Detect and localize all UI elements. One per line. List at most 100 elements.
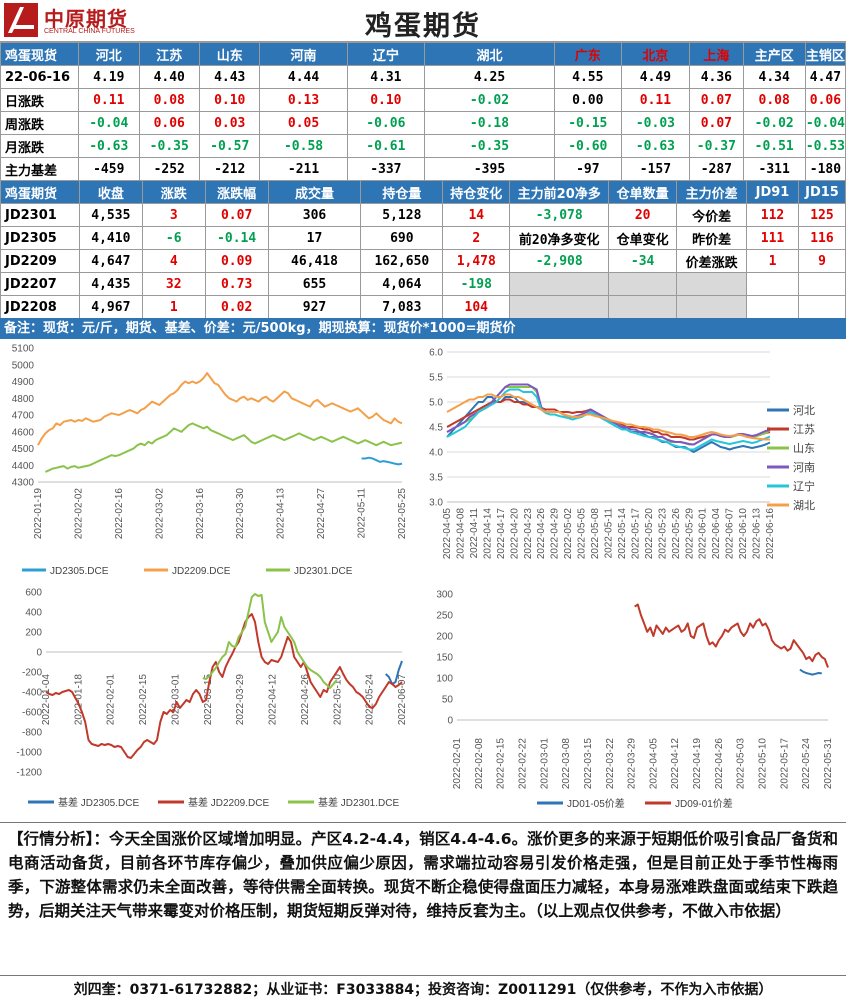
x-tick-label: 2022-04-12 bbox=[268, 674, 279, 726]
spot-header-cell: 山东 bbox=[198, 42, 261, 66]
spot-header-cell: 江苏 bbox=[138, 42, 200, 66]
y-tick-label: 5100 bbox=[12, 344, 35, 355]
y-tick-label: 3.0 bbox=[429, 498, 443, 509]
x-tick-label: 2022-05-14 bbox=[617, 508, 628, 560]
x-tick-label: 2022-05-10 bbox=[332, 674, 343, 726]
spot-cell: -97 bbox=[553, 157, 622, 181]
spot-cell: -0.35 bbox=[424, 134, 555, 158]
spot-header-cell: 主产区 bbox=[742, 42, 806, 66]
futures-header-cell: 仓单数量 bbox=[608, 180, 678, 204]
futures-cell: 690 bbox=[360, 226, 444, 250]
futures-cell: JD2208 bbox=[0, 295, 80, 319]
spot-cell: 0.13 bbox=[259, 88, 348, 112]
x-tick-label: 2022-06-10 bbox=[738, 508, 749, 560]
spot-cell: 0.05 bbox=[259, 111, 348, 135]
futures-cell: -3,078 bbox=[509, 203, 610, 227]
x-tick-label: 2022-04-19 bbox=[692, 738, 703, 790]
spot-row-label: 月涨跌 bbox=[0, 134, 80, 158]
spot-cell: 0.10 bbox=[198, 88, 261, 112]
y-tick-label: 5.5 bbox=[429, 373, 443, 384]
spot-row: 主力基差 -459 -252 -212 -211 -337 -395 -97 -157 -287-… bbox=[0, 157, 846, 181]
spot-cell: -0.03 bbox=[620, 111, 691, 135]
x-tick-label: 2022-05-11 bbox=[604, 508, 615, 559]
spot-cell: -0.04 bbox=[78, 111, 140, 135]
spot-cell: -0.37 bbox=[689, 134, 744, 158]
y-tick-label: 3.5 bbox=[429, 473, 443, 484]
y-tick-label: 0 bbox=[447, 716, 453, 727]
y-tick-label: -1200 bbox=[16, 768, 42, 779]
futures-cell bbox=[509, 272, 610, 296]
spot-cell: 4.19 bbox=[78, 65, 140, 89]
futures-cell bbox=[746, 272, 799, 296]
spot-cell: -0.04 bbox=[804, 111, 846, 135]
futures-cell: 112 bbox=[746, 203, 799, 227]
legend-label: JD2305.DCE bbox=[50, 566, 109, 577]
futures-cell: 2 bbox=[442, 226, 511, 250]
series-line-0 bbox=[361, 456, 403, 466]
series-line-2 bbox=[44, 422, 403, 473]
futures-row: JD2305 4,410 -6 -0.14 17 690 2 前20净多变化 仓单变化 昨价差 11… bbox=[0, 226, 846, 250]
x-tick-label: 2022-05-31 bbox=[823, 738, 834, 790]
futures-cell: -0.14 bbox=[204, 226, 269, 250]
y-tick-label: 6.0 bbox=[429, 348, 443, 359]
y-tick-label: 4700 bbox=[12, 411, 35, 422]
spot-cell: -0.35 bbox=[138, 134, 200, 158]
x-tick-label: 2022-03-16 bbox=[195, 488, 206, 540]
spot-cell: -0.15 bbox=[553, 111, 622, 135]
spot-header-row: 鸡蛋现货 河北 江苏 山东 河南 辽宁 湖北 广东 北京 上海 主产区 主销区 bbox=[0, 42, 846, 66]
legend-label: 河南 bbox=[793, 461, 815, 474]
x-tick-label: 2022-03-01 bbox=[170, 674, 181, 726]
y-tick-label: -1000 bbox=[16, 748, 42, 759]
futures-cell: JD2207 bbox=[0, 272, 80, 296]
futures-cell bbox=[608, 295, 678, 319]
spot-cell: -0.51 bbox=[742, 134, 806, 158]
spot-price-table: 鸡蛋现货 河北 江苏 山东 河南 辽宁 湖北 广东 北京 上海 主产区 主销区 22-06-16 4.19… bbox=[0, 42, 846, 181]
y-tick-label: 150 bbox=[436, 653, 453, 664]
x-tick-label: 2022-02-01 bbox=[452, 738, 463, 790]
futures-cell: 1,478 bbox=[442, 249, 511, 273]
y-tick-label: 0 bbox=[36, 648, 42, 659]
futures-cell bbox=[608, 272, 678, 296]
spot-row: 月涨跌 -0.63 -0.35 -0.57 -0.58 -0.61 -0.35 -0.60 -0… bbox=[0, 134, 846, 158]
spot-cell: -0.06 bbox=[346, 111, 426, 135]
futures-cell: 4,435 bbox=[78, 272, 143, 296]
futures-cell: 仓单变化 bbox=[608, 226, 678, 250]
spot-header-cell: 辽宁 bbox=[346, 42, 426, 66]
spot-cell: 0.08 bbox=[742, 88, 806, 112]
futures-header-row: 鸡蛋期货 收盘 涨跌 涨跌幅 成交量 持仓量 持仓变化 主力前20净多 仓单数量 主力价差 JD91… bbox=[0, 180, 846, 204]
x-tick-label: 2022-05-10 bbox=[758, 738, 769, 790]
spot-cell: -337 bbox=[346, 157, 426, 181]
y-tick-label: 600 bbox=[25, 588, 42, 599]
x-tick-label: 2022-04-05 bbox=[442, 508, 453, 560]
spot-cell: 0.07 bbox=[689, 111, 744, 135]
x-tick-label: 2022-04-08 bbox=[455, 508, 466, 560]
x-tick-label: 2022-02-22 bbox=[517, 738, 528, 790]
series-line-1 bbox=[634, 603, 829, 668]
spot-cell: 4.34 bbox=[742, 65, 806, 89]
futures-cell: 655 bbox=[267, 272, 362, 296]
y-tick-label: 50 bbox=[442, 695, 454, 706]
spot-cell: -0.61 bbox=[346, 134, 426, 158]
y-tick-label: 4800 bbox=[12, 394, 35, 405]
chart-svg: 0 50 100 150 200 250 300 2022-02-01 2022-02-08 20… bbox=[436, 590, 834, 811]
futures-cell: 价差涨跌 bbox=[676, 249, 748, 273]
x-tick-label: 2022-04-05 bbox=[648, 738, 659, 790]
x-tick-label: 2022-03-08 bbox=[561, 738, 572, 790]
chart-svg: 4300 4400 4500 4600 4700 4800 4900 5000 5100 2022… bbox=[12, 344, 408, 578]
x-tick-label: 2022-05-08 bbox=[590, 508, 601, 560]
futures-price-chart: 4300 4400 4500 4600 4700 4800 4900 5000 5100 2022… bbox=[0, 340, 410, 578]
futures-cell: 4,410 bbox=[78, 226, 143, 250]
x-tick-label: 2022-04-12 bbox=[670, 738, 681, 790]
y-tick-label: 4900 bbox=[12, 377, 35, 388]
futures-cell: 162,650 bbox=[360, 249, 444, 273]
futures-cell: 306 bbox=[267, 203, 362, 227]
futures-cell: -34 bbox=[608, 249, 678, 273]
spot-row-label: 周涨跌 bbox=[0, 111, 80, 135]
series-line-0 bbox=[799, 668, 822, 676]
futures-header-cell: 持仓量 bbox=[360, 180, 444, 204]
spread-chart: 0 50 100 150 200 250 300 2022-02-01 2022-02-08 20… bbox=[415, 578, 846, 818]
x-tick-label: 2022-05-11 bbox=[357, 488, 368, 539]
futures-header-cell: 主力前20净多 bbox=[509, 180, 610, 204]
futures-cell: 125 bbox=[797, 203, 846, 227]
futures-cell: 0.02 bbox=[204, 295, 269, 319]
